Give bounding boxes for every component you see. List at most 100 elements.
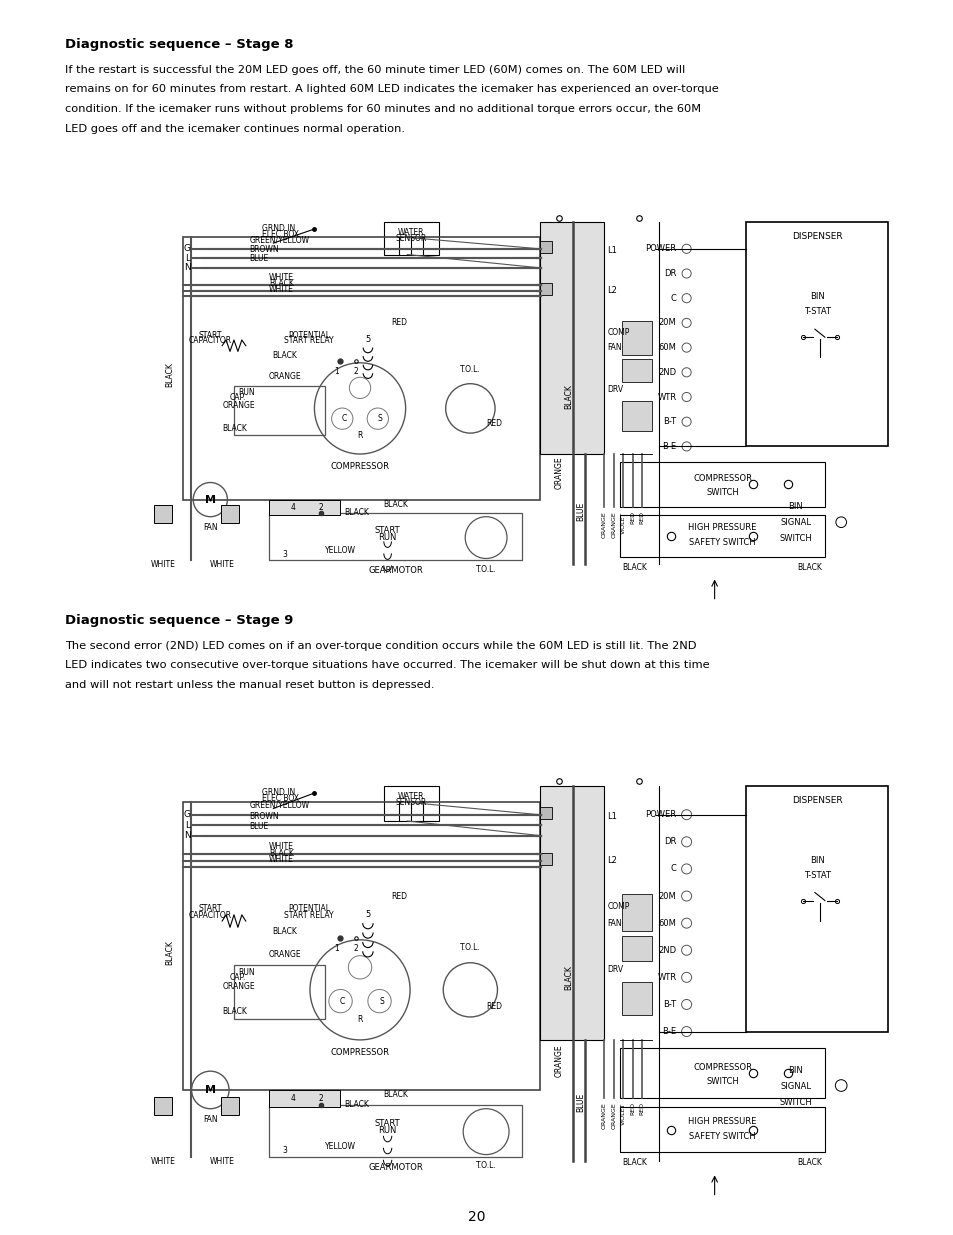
Text: R: R — [357, 1015, 362, 1024]
Text: ORANGE: ORANGE — [601, 511, 606, 538]
Text: RED: RED — [486, 1002, 501, 1011]
Text: START RELAY: START RELAY — [284, 336, 334, 346]
Bar — [539, 283, 551, 295]
Text: L: L — [186, 820, 191, 830]
Text: BROWN: BROWN — [250, 246, 279, 254]
Text: S: S — [377, 414, 382, 424]
Text: C: C — [339, 997, 345, 1005]
Text: BIN: BIN — [809, 856, 823, 864]
Text: BLACK: BLACK — [165, 362, 173, 387]
Text: SAFETY SWITCH: SAFETY SWITCH — [688, 538, 755, 547]
Text: GEARMOTOR: GEARMOTOR — [368, 567, 422, 576]
Text: RED: RED — [391, 319, 407, 327]
Text: BLACK: BLACK — [222, 424, 247, 432]
Text: RUN: RUN — [378, 532, 396, 542]
Text: T.O.L.: T.O.L. — [476, 1161, 496, 1170]
Bar — [221, 1097, 239, 1115]
Text: C: C — [670, 294, 676, 303]
Text: WHITE: WHITE — [151, 1157, 175, 1166]
Text: T-STAT: T-STAT — [802, 871, 830, 879]
Bar — [621, 894, 652, 931]
Text: ORANGE: ORANGE — [611, 511, 616, 538]
Text: C: C — [341, 414, 347, 424]
Text: YELLOW: YELLOW — [324, 546, 355, 556]
Text: 1: 1 — [334, 944, 338, 953]
Text: SWITCH: SWITCH — [779, 1098, 811, 1107]
Text: DRV: DRV — [607, 965, 623, 973]
Text: FAN: FAN — [203, 1115, 217, 1124]
Text: ORANGE: ORANGE — [601, 1103, 606, 1129]
Text: B-E: B-E — [661, 442, 676, 451]
Bar — [619, 1107, 824, 1152]
Text: SWITCH: SWITCH — [705, 1077, 739, 1086]
Text: Diagnostic sequence – Stage 8: Diagnostic sequence – Stage 8 — [65, 38, 294, 51]
Text: CAPACITOR: CAPACITOR — [189, 336, 232, 346]
Text: ORANGE: ORANGE — [611, 1103, 616, 1129]
Text: ORANGE: ORANGE — [555, 457, 563, 489]
Text: POTENTIAL: POTENTIAL — [288, 331, 330, 340]
Text: Diagnostic sequence – Stage 9: Diagnostic sequence – Stage 9 — [65, 614, 294, 627]
Text: COMP: COMP — [607, 902, 629, 911]
Text: R: R — [357, 431, 362, 440]
Text: RED: RED — [639, 511, 644, 524]
Text: B-T: B-T — [662, 1000, 676, 1009]
Text: C: C — [670, 864, 676, 873]
Bar — [621, 401, 652, 431]
Text: BLUE: BLUE — [250, 821, 269, 831]
Text: COMP: COMP — [607, 329, 629, 337]
Text: BLACK: BLACK — [269, 848, 294, 857]
Bar — [539, 852, 551, 864]
Text: BLUE: BLUE — [576, 501, 584, 521]
Text: DISPENSER: DISPENSER — [791, 795, 841, 804]
Bar — [621, 982, 652, 1015]
Bar — [621, 359, 652, 382]
Text: BLACK: BLACK — [622, 563, 647, 572]
Bar — [233, 965, 324, 1019]
Text: CAP.: CAP. — [230, 973, 246, 982]
Text: GREEN/YELLOW: GREEN/YELLOW — [250, 235, 310, 245]
Text: SWITCH: SWITCH — [779, 535, 811, 543]
Text: BLACK: BLACK — [165, 940, 173, 965]
Text: ORANGE: ORANGE — [269, 950, 301, 958]
Text: START: START — [198, 331, 222, 340]
Text: ORANGE: ORANGE — [222, 982, 254, 990]
Bar — [233, 385, 324, 435]
Text: T.O.L.: T.O.L. — [459, 366, 480, 374]
Text: M: M — [205, 1084, 215, 1095]
Text: S: S — [379, 997, 384, 1005]
Text: CAP.: CAP. — [230, 393, 246, 403]
Bar — [269, 1091, 340, 1107]
Text: BLACK: BLACK — [797, 563, 821, 572]
Text: LED goes off and the icemaker continues normal operation.: LED goes off and the icemaker continues … — [65, 124, 405, 133]
Text: HIGH PRESSURE: HIGH PRESSURE — [688, 524, 756, 532]
Text: BLACK: BLACK — [344, 509, 369, 517]
Text: 5: 5 — [365, 910, 370, 919]
Text: BIN: BIN — [787, 1066, 802, 1074]
Text: ELEC BOX: ELEC BOX — [261, 794, 298, 803]
Bar — [539, 222, 603, 454]
Text: 4: 4 — [291, 1094, 295, 1103]
Text: BLACK: BLACK — [383, 1091, 408, 1099]
Bar — [383, 222, 438, 254]
Text: SWITCH: SWITCH — [705, 488, 739, 496]
Text: RED: RED — [639, 1103, 644, 1115]
Text: LED indicates two consecutive over-torque situations have occurred. The icemaker: LED indicates two consecutive over-torqu… — [65, 661, 709, 671]
Text: N: N — [184, 831, 191, 840]
Text: ELEC BOX: ELEC BOX — [261, 230, 298, 238]
Bar — [539, 785, 603, 1040]
Text: BLACK: BLACK — [564, 384, 573, 410]
Text: BLACK: BLACK — [222, 1007, 247, 1015]
Text: BLACK: BLACK — [622, 1158, 647, 1167]
Bar — [619, 462, 824, 508]
Text: 60M: 60M — [658, 343, 676, 352]
Bar — [619, 515, 824, 557]
Text: RED: RED — [630, 511, 635, 524]
Text: GRND IN: GRND IN — [261, 788, 294, 797]
Text: WHITE: WHITE — [269, 842, 294, 851]
Text: L1: L1 — [607, 246, 617, 256]
Bar — [153, 505, 172, 524]
Bar — [221, 505, 239, 524]
Text: remains on for 60 minutes from restart. A lighted 60M LED indicates the icemaker: remains on for 60 minutes from restart. … — [65, 84, 718, 95]
Text: SENSOR: SENSOR — [395, 798, 426, 806]
Text: 20M: 20M — [659, 892, 676, 900]
